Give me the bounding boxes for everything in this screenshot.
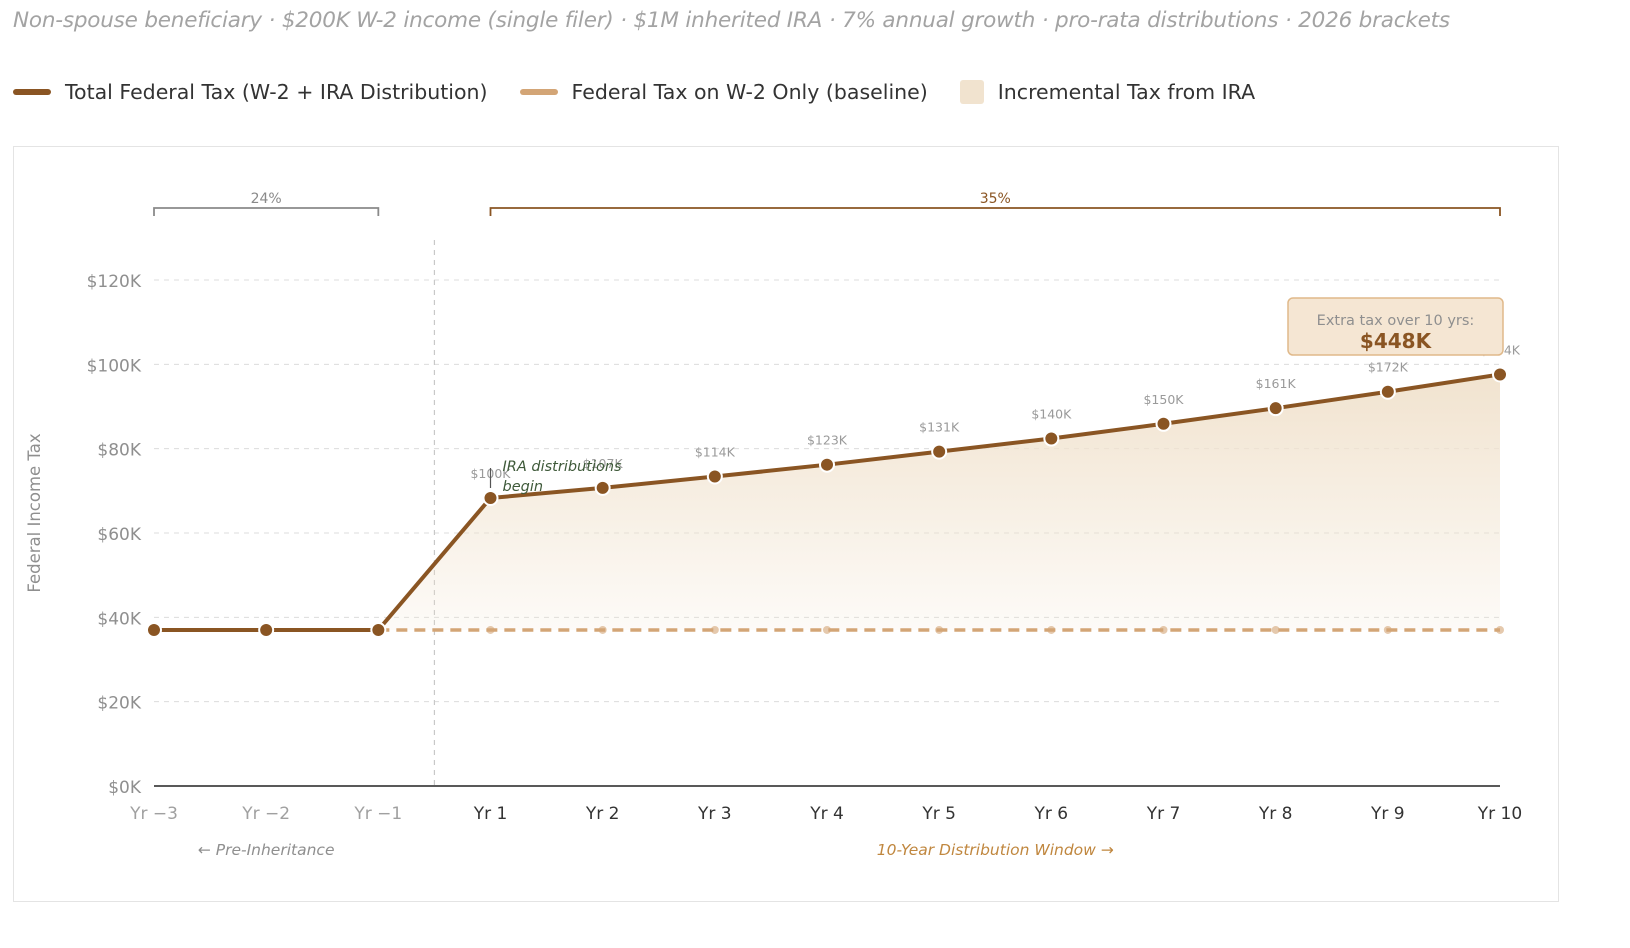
y-tick-label: $100K [87, 356, 142, 376]
legend-swatch-total [13, 89, 51, 95]
y-tick-label: $0K [108, 778, 142, 798]
baseline-point [1271, 625, 1280, 634]
y-tick-label: $80K [97, 441, 141, 461]
baseline-point [598, 625, 607, 634]
callout-box [1287, 297, 1504, 356]
x-tick-label: Yr −2 [241, 804, 290, 824]
total-point [1492, 366, 1508, 383]
point-value-label: $161K [1256, 376, 1297, 391]
point-value-label: $140K [1031, 407, 1072, 422]
legend-label-incremental: Incremental Tax from IRA [997, 80, 1256, 104]
x-tick-label: Yr 4 [809, 804, 844, 824]
total-point [1379, 383, 1396, 400]
legend-swatch-incremental [959, 80, 984, 104]
annotation-text: begin [503, 479, 544, 495]
total-point [819, 456, 835, 473]
y-tick-label: $20K [97, 694, 141, 714]
chart-subtitle: Non-spouse beneficiary · $200K W-2 incom… [13, 8, 1450, 33]
x-tick-label: Yr −1 [353, 804, 402, 824]
legend-item-incremental: Incremental Tax from IRA [959, 80, 1256, 104]
x-tick-label: Yr 3 [697, 804, 732, 824]
callout-title: Extra tax over 10 yrs: [1317, 313, 1475, 329]
baseline-point [823, 625, 831, 634]
total-point [1043, 430, 1060, 447]
total-point [1155, 415, 1172, 432]
point-value-label: $150K [1143, 392, 1184, 407]
point-value-label: $107K [583, 456, 624, 471]
total-point [1267, 400, 1284, 417]
legend-item-baseline: Federal Tax on W-2 Only (baseline) [519, 80, 928, 104]
baseline-point [935, 625, 944, 634]
point-value-label: $114K [695, 444, 736, 459]
x-tick-label: Yr −3 [129, 804, 178, 824]
baseline-point [1383, 625, 1392, 634]
annotation-text: IRA distributions [503, 459, 623, 475]
legend-swatch-baseline [519, 89, 558, 95]
x-tick-label: Yr 9 [1370, 804, 1405, 824]
x-tick-label: Yr 8 [1258, 804, 1293, 824]
baseline-point [486, 625, 495, 634]
legend-label-total: Total Federal Tax (W-2 + IRA Distributio… [65, 80, 488, 104]
callout-value: $448K [1360, 329, 1433, 353]
y-tick-label: $120K [87, 272, 142, 292]
total-point [146, 621, 162, 638]
total-point [594, 479, 611, 496]
x-tick-label: Yr 10 [1477, 804, 1522, 824]
y-axis-title: Federal Income Tax [25, 433, 44, 593]
point-value-label: $131K [919, 420, 960, 435]
legend-label-baseline: Federal Tax on W-2 Only (baseline) [571, 80, 928, 104]
bracket-label: 24% [251, 191, 282, 207]
chart-frame [13, 146, 1559, 902]
legend: Total Federal Tax (W-2 + IRA Distributio… [13, 80, 1255, 104]
x-tick-label: Yr 6 [1034, 804, 1069, 824]
total-point [258, 621, 275, 638]
total-point [370, 621, 387, 638]
bracket-marker [489, 207, 1501, 216]
x-tick-label: Yr 2 [585, 804, 620, 824]
bracket-label: 35% [980, 191, 1011, 207]
total-point [482, 490, 499, 507]
total-point [706, 468, 723, 485]
point-value-label: $172K [1368, 360, 1409, 375]
incremental-area [378, 374, 1500, 630]
distribution-window-label: 10-Year Distribution Window → [877, 841, 1114, 859]
point-value-label: $123K [807, 433, 848, 448]
x-tick-label: Yr 1 [473, 804, 508, 824]
y-tick-label: $60K [97, 525, 141, 545]
y-tick-label: $40K [97, 609, 141, 629]
x-tick-label: Yr 5 [921, 804, 956, 824]
baseline-point [1496, 625, 1504, 634]
bracket-marker [153, 207, 380, 216]
baseline-point [710, 625, 719, 634]
x-tick-label: Yr 7 [1146, 804, 1181, 824]
baseline-point [1047, 625, 1056, 634]
total-point [931, 443, 948, 460]
baseline-point [1159, 625, 1168, 634]
pre-inheritance-label: ← Pre-Inheritance [198, 841, 335, 859]
legend-item-total: Total Federal Tax (W-2 + IRA Distributio… [13, 80, 488, 104]
